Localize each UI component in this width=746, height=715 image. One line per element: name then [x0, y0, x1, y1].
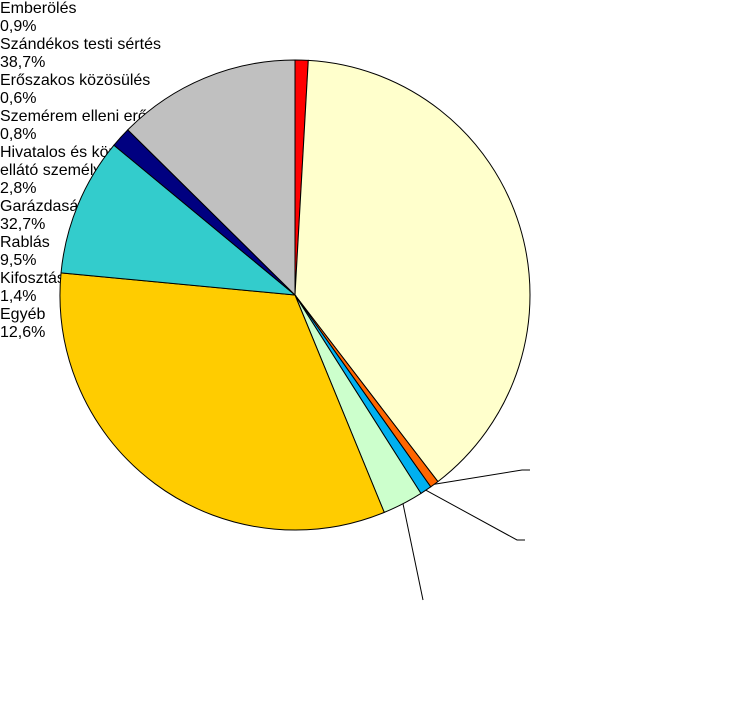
value-label: 0,8%: [0, 126, 37, 143]
value-label: 0,9%: [0, 18, 37, 35]
value-label: 12,6%: [0, 324, 46, 341]
slice-label: Erőszakos közösülés 0,6%: [0, 72, 746, 108]
slice-label: Emberölés 0,9%: [0, 0, 746, 36]
category-label: Kifosztás: [0, 270, 65, 287]
pie-slice: [59, 272, 385, 531]
slice-label: Szándékos testi sértés 38,7%: [0, 36, 746, 72]
category-label: Erőszakos közösülés: [0, 72, 151, 89]
slice-label: Garázdaság 32,7%: [0, 198, 746, 234]
category-label: Szemérem elleni erőszak: [0, 108, 180, 125]
value-label: 1,4%: [0, 288, 37, 305]
slice-label: Szemérem elleni erőszak 0,8%: [0, 108, 746, 144]
slice-label: Kifosztás 1,4%: [0, 270, 746, 306]
category-label: Garázdaság: [0, 198, 88, 215]
category-label: Szándékos testi sértés: [0, 36, 161, 53]
value-label: 2,8%: [0, 180, 37, 197]
slice-label: Rablás 9,5%: [0, 234, 746, 270]
slice-label: Egyéb 12,6%: [0, 306, 746, 342]
category-label: Emberölés: [0, 0, 77, 17]
leader-line: [425, 489, 525, 541]
leader-line: [402, 503, 424, 601]
category-label: Egyéb: [0, 306, 46, 323]
value-label: 9,5%: [0, 252, 37, 269]
value-label: 32,7%: [0, 216, 46, 233]
pie-slice: [294, 59, 531, 483]
value-label: 0,6%: [0, 90, 37, 107]
pie-slice: [127, 59, 296, 297]
pie-slice: [60, 144, 297, 296]
leader-line: [434, 469, 530, 485]
category-label: Rablás: [0, 234, 50, 251]
value-label: 38,7%: [0, 54, 46, 71]
